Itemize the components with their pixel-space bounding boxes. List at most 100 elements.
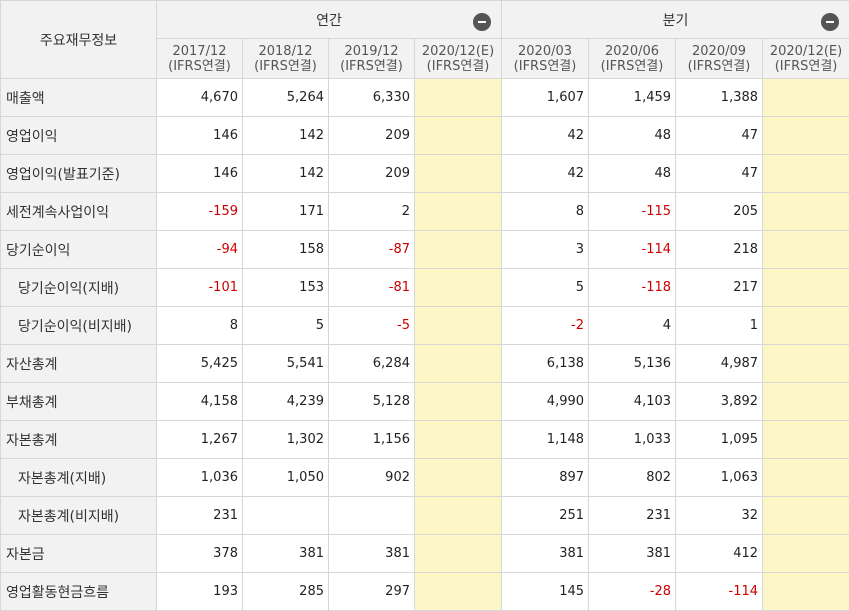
period-header: 2020/12(E) (IFRS연결): [413, 38, 503, 79]
value-cell: [242, 496, 329, 535]
value-cell: 48: [588, 116, 677, 155]
row-label: 자본총계(비지배): [0, 496, 157, 535]
value-cell: [762, 420, 849, 459]
value-cell: 412: [675, 534, 764, 573]
row-label: 당기순이익(비지배): [0, 306, 157, 345]
value-cell: -114: [588, 230, 677, 269]
value-cell: -118: [588, 268, 677, 307]
value-cell: 146: [156, 154, 243, 193]
value-cell: 1: [675, 306, 764, 345]
value-cell: -115: [588, 192, 677, 231]
value-cell: [328, 496, 415, 535]
value-cell: 4,670: [156, 78, 243, 117]
value-cell: -81: [328, 268, 415, 307]
row-label: 영업이익: [0, 116, 157, 155]
period-header: 2018/12 (IFRS연결): [242, 38, 329, 79]
value-cell: 897: [501, 458, 590, 497]
period-basis: (IFRS연결): [774, 58, 838, 74]
value-cell: 47: [675, 116, 764, 155]
table-row: 당기순이익(비지배) 8 5 -5 -2 4 1: [0, 306, 849, 345]
value-cell: [762, 344, 849, 383]
value-cell: 1,459: [588, 78, 677, 117]
value-cell: 47: [675, 154, 764, 193]
value-cell: 1,063: [675, 458, 764, 497]
value-cell: 285: [242, 572, 329, 611]
value-cell: [413, 230, 503, 269]
quarterly-group-label: 분기: [662, 12, 689, 29]
value-cell: 3: [501, 230, 590, 269]
value-cell: [413, 496, 503, 535]
value-cell: 297: [328, 572, 415, 611]
row-label: 매출액: [0, 78, 157, 117]
value-cell: 4,158: [156, 382, 243, 421]
row-label: 부채총계: [0, 382, 157, 421]
period-date: 2020/03: [518, 43, 573, 59]
value-cell: [413, 572, 503, 611]
minus-circle-icon[interactable]: [821, 13, 840, 31]
value-cell: 217: [675, 268, 764, 307]
value-cell: 142: [242, 116, 329, 155]
value-cell: -101: [156, 268, 243, 307]
table-row: 영업이익 146 142 209 42 48 47: [0, 116, 849, 155]
period-header: 2020/09 (IFRS연결): [675, 38, 764, 79]
row-label: 영업활동현금흐름: [0, 572, 157, 611]
value-cell: 6,138: [501, 344, 590, 383]
value-cell: -94: [156, 230, 243, 269]
period-date: 2020/12(E): [769, 43, 843, 59]
value-cell: 1,148: [501, 420, 590, 459]
value-cell: [413, 306, 503, 345]
value-cell: [762, 78, 849, 117]
value-cell: 802: [588, 458, 677, 497]
table-row: 영업이익(발표기준) 146 142 209 42 48 47: [0, 154, 849, 193]
value-cell: 378: [156, 534, 243, 573]
period-date: 2020/06: [605, 43, 660, 59]
row-label: 자본금: [0, 534, 157, 573]
value-cell: 4: [588, 306, 677, 345]
value-cell: [762, 572, 849, 611]
value-cell: 171: [242, 192, 329, 231]
value-cell: 209: [328, 154, 415, 193]
value-cell: 42: [501, 154, 590, 193]
value-cell: 381: [501, 534, 590, 573]
value-cell: 381: [588, 534, 677, 573]
period-date: 2018/12: [258, 43, 313, 59]
value-cell: [762, 306, 849, 345]
period-header: 2017/12 (IFRS연결): [156, 38, 243, 79]
row-label: 당기순이익: [0, 230, 157, 269]
table-row: 자본총계(지배) 1,036 1,050 902 897 802 1,063: [0, 458, 849, 497]
annual-group-label: 연간: [316, 12, 342, 29]
value-cell: 1,302: [242, 420, 329, 459]
quarterly-group-header: 분기: [501, 0, 849, 39]
row-label: 영업이익(발표기준): [0, 154, 157, 193]
value-cell: [413, 382, 503, 421]
period-header: 2019/12 (IFRS연결): [328, 38, 415, 79]
value-cell: 1,156: [328, 420, 415, 459]
period-date: 2019/12: [344, 43, 399, 59]
value-cell: -5: [328, 306, 415, 345]
value-cell: -2: [501, 306, 590, 345]
value-cell: 42: [501, 116, 590, 155]
value-cell: -114: [675, 572, 764, 611]
table-row: 당기순이익 -94 158 -87 3 -114 218: [0, 230, 849, 269]
value-cell: 231: [588, 496, 677, 535]
value-cell: [413, 154, 503, 193]
value-cell: 231: [156, 496, 243, 535]
value-cell: 1,033: [588, 420, 677, 459]
value-cell: 145: [501, 572, 590, 611]
value-cell: 4,990: [501, 382, 590, 421]
value-cell: 205: [675, 192, 764, 231]
value-cell: 251: [501, 496, 590, 535]
value-cell: 381: [328, 534, 415, 573]
period-basis: (IFRS연결): [600, 58, 664, 74]
period-date: 2017/12: [172, 43, 227, 59]
table-row: 당기순이익(지배) -101 153 -81 5 -118 217: [0, 268, 849, 307]
value-cell: [762, 268, 849, 307]
value-cell: [762, 230, 849, 269]
value-cell: [413, 78, 503, 117]
value-cell: 8: [501, 192, 590, 231]
minus-circle-icon[interactable]: [473, 13, 492, 31]
row-label: 당기순이익(지배): [0, 268, 157, 307]
value-cell: [413, 344, 503, 383]
row-label: 자본총계(지배): [0, 458, 157, 497]
value-cell: -159: [156, 192, 243, 231]
